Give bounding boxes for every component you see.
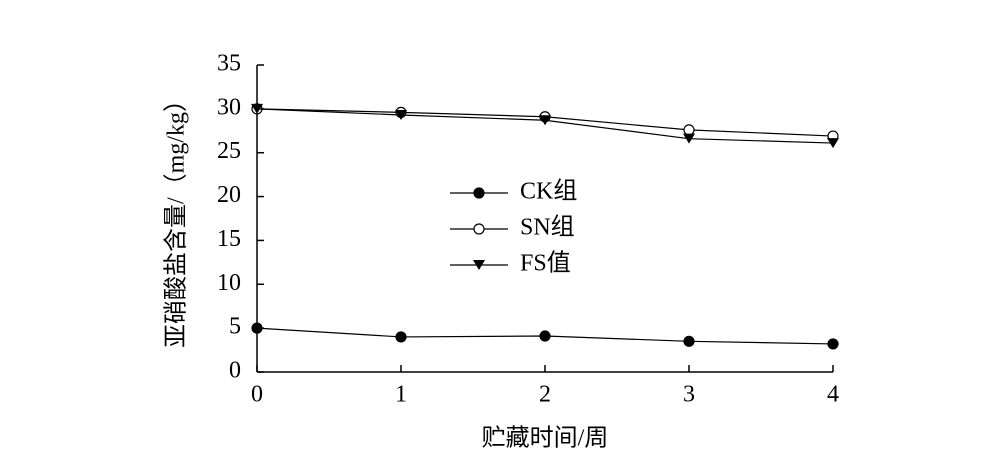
legend-marker — [473, 260, 485, 270]
legend-label: CK组 — [520, 178, 577, 205]
marker — [395, 331, 407, 343]
y-axis-label: 亚硝酸盐含量/（mg/kg） — [163, 88, 190, 348]
marker — [683, 335, 695, 347]
marker — [827, 138, 839, 149]
marker — [827, 338, 839, 350]
y-tick-label: 0 — [229, 358, 241, 384]
marker — [683, 124, 695, 136]
legend-marker — [473, 187, 485, 199]
y-tick-label: 35 — [217, 51, 241, 77]
y-tick-label: 5 — [229, 314, 241, 340]
x-axis-label: 贮藏时间/周 — [482, 425, 609, 452]
x-tick-label: 3 — [683, 382, 695, 408]
y-tick-label: 30 — [217, 94, 241, 120]
legend-label: FS值 — [520, 250, 571, 277]
x-tick-label: 1 — [395, 382, 407, 408]
marker — [539, 330, 551, 342]
x-tick-label: 4 — [827, 382, 839, 408]
legend-label: SN组 — [520, 214, 575, 241]
y-tick-label: 25 — [217, 138, 241, 164]
marker — [251, 322, 263, 334]
x-tick-label: 2 — [539, 382, 551, 408]
y-tick-label: 15 — [217, 226, 241, 252]
marker — [395, 109, 407, 120]
legend-marker — [473, 223, 485, 235]
marker — [683, 133, 695, 144]
x-tick-label: 0 — [251, 382, 263, 408]
marker — [539, 115, 551, 126]
y-tick-label: 10 — [217, 270, 241, 296]
y-tick-label: 20 — [217, 182, 241, 208]
marker — [251, 103, 263, 114]
